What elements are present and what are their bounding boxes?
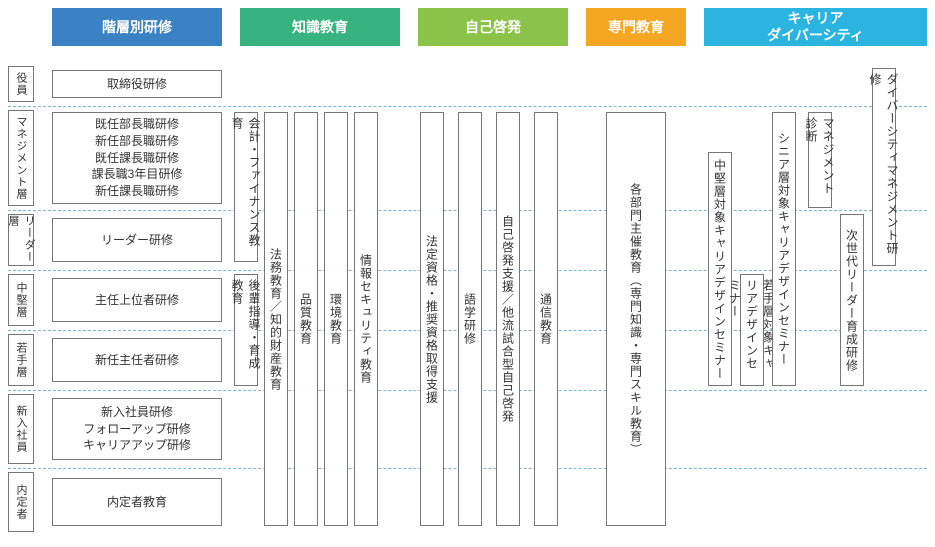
row-yakuin: 役員 (8, 66, 34, 102)
list-item: 課長職3年目研修 (92, 166, 183, 183)
list-item: 新任部長職研修 (95, 133, 179, 150)
pillar-jisedai: 次世代リーダー育成研修 (840, 214, 864, 386)
hier-shinyu: 新入社員研修 フォローアップ研修 キャリアアップ研修 (52, 398, 222, 460)
pillar-shikaku: 法定資格・推奨資格取得支援 (420, 112, 444, 526)
pillar-joho: 情報セキュリティ教育 (354, 112, 378, 526)
pillar-specialist: 各部門主催教育（専門知識・専門スキル教育） (606, 112, 666, 526)
hier-mgmt: 既任部長職研修 新任部長職研修 既任課長職研修 課長職3年目研修 新任課長職研修 (52, 112, 222, 204)
pillar-homu: 法務教育／知的財産教育 (264, 112, 288, 526)
row-leader: リーダー層 (8, 214, 34, 266)
divider (8, 106, 927, 107)
list-item: 新入社員研修 (101, 404, 173, 421)
pillar-hinshitsu: 品質教育 (294, 112, 318, 526)
hier-chuken: 主任上位者研修 (52, 278, 222, 322)
pillar-mgmt-shindan: マネジメント診断 (808, 112, 832, 208)
list-item: 既任課長職研修 (95, 150, 179, 167)
list-item: キャリアアップ研修 (83, 437, 191, 454)
pillar-kohai: 後輩指導・育成教育 (234, 274, 258, 386)
row-naitei: 内定者 (8, 472, 34, 532)
pillar-jiko: 自己啓発支援／他流試合型自己啓発 (496, 112, 520, 526)
pillar-tsushin: 通信教育 (534, 112, 558, 526)
pillar-kaikei: 会計・ファイナンス教育 (234, 112, 258, 262)
hier-naitei: 内定者教育 (52, 478, 222, 526)
pillar-diversity: ダイバーシティマネジメント研修 (872, 68, 896, 266)
hier-leader: リーダー研修 (52, 218, 222, 262)
hdr-hierarchical: 階層別研修 (52, 8, 222, 46)
hdr-career: キャリア ダイバーシティ (704, 8, 927, 46)
pillar-waka-career: 若手層対象キャリアデザインセミナー (740, 274, 764, 386)
hier-wakate: 新任主任者研修 (52, 338, 222, 382)
hdr-knowledge: 知識教育 (240, 8, 400, 46)
row-shinyu: 新入社員 (8, 394, 34, 464)
row-mgmt: マネジメント層 (8, 110, 34, 206)
list-item: フォローアップ研修 (83, 421, 191, 438)
training-matrix: 階層別研修 知識教育 自己啓発 専門教育 キャリア ダイバーシティ 役員 マネジ… (8, 8, 927, 539)
pillar-gogaku: 語学研修 (458, 112, 482, 526)
pillar-kankyo: 環境教育 (324, 112, 348, 526)
hier-yakuin: 取締役研修 (52, 70, 222, 98)
list-item: 新任課長職研修 (95, 183, 179, 200)
list-item: 既任部長職研修 (95, 116, 179, 133)
row-wakate: 若手層 (8, 334, 34, 386)
hdr-specialist: 専門教育 (586, 8, 686, 46)
pillar-senior: シニア層対象キャリアデザインセミナー (772, 112, 796, 386)
hdr-selfdev: 自己啓発 (418, 8, 568, 46)
row-chuken: 中堅層 (8, 274, 34, 326)
